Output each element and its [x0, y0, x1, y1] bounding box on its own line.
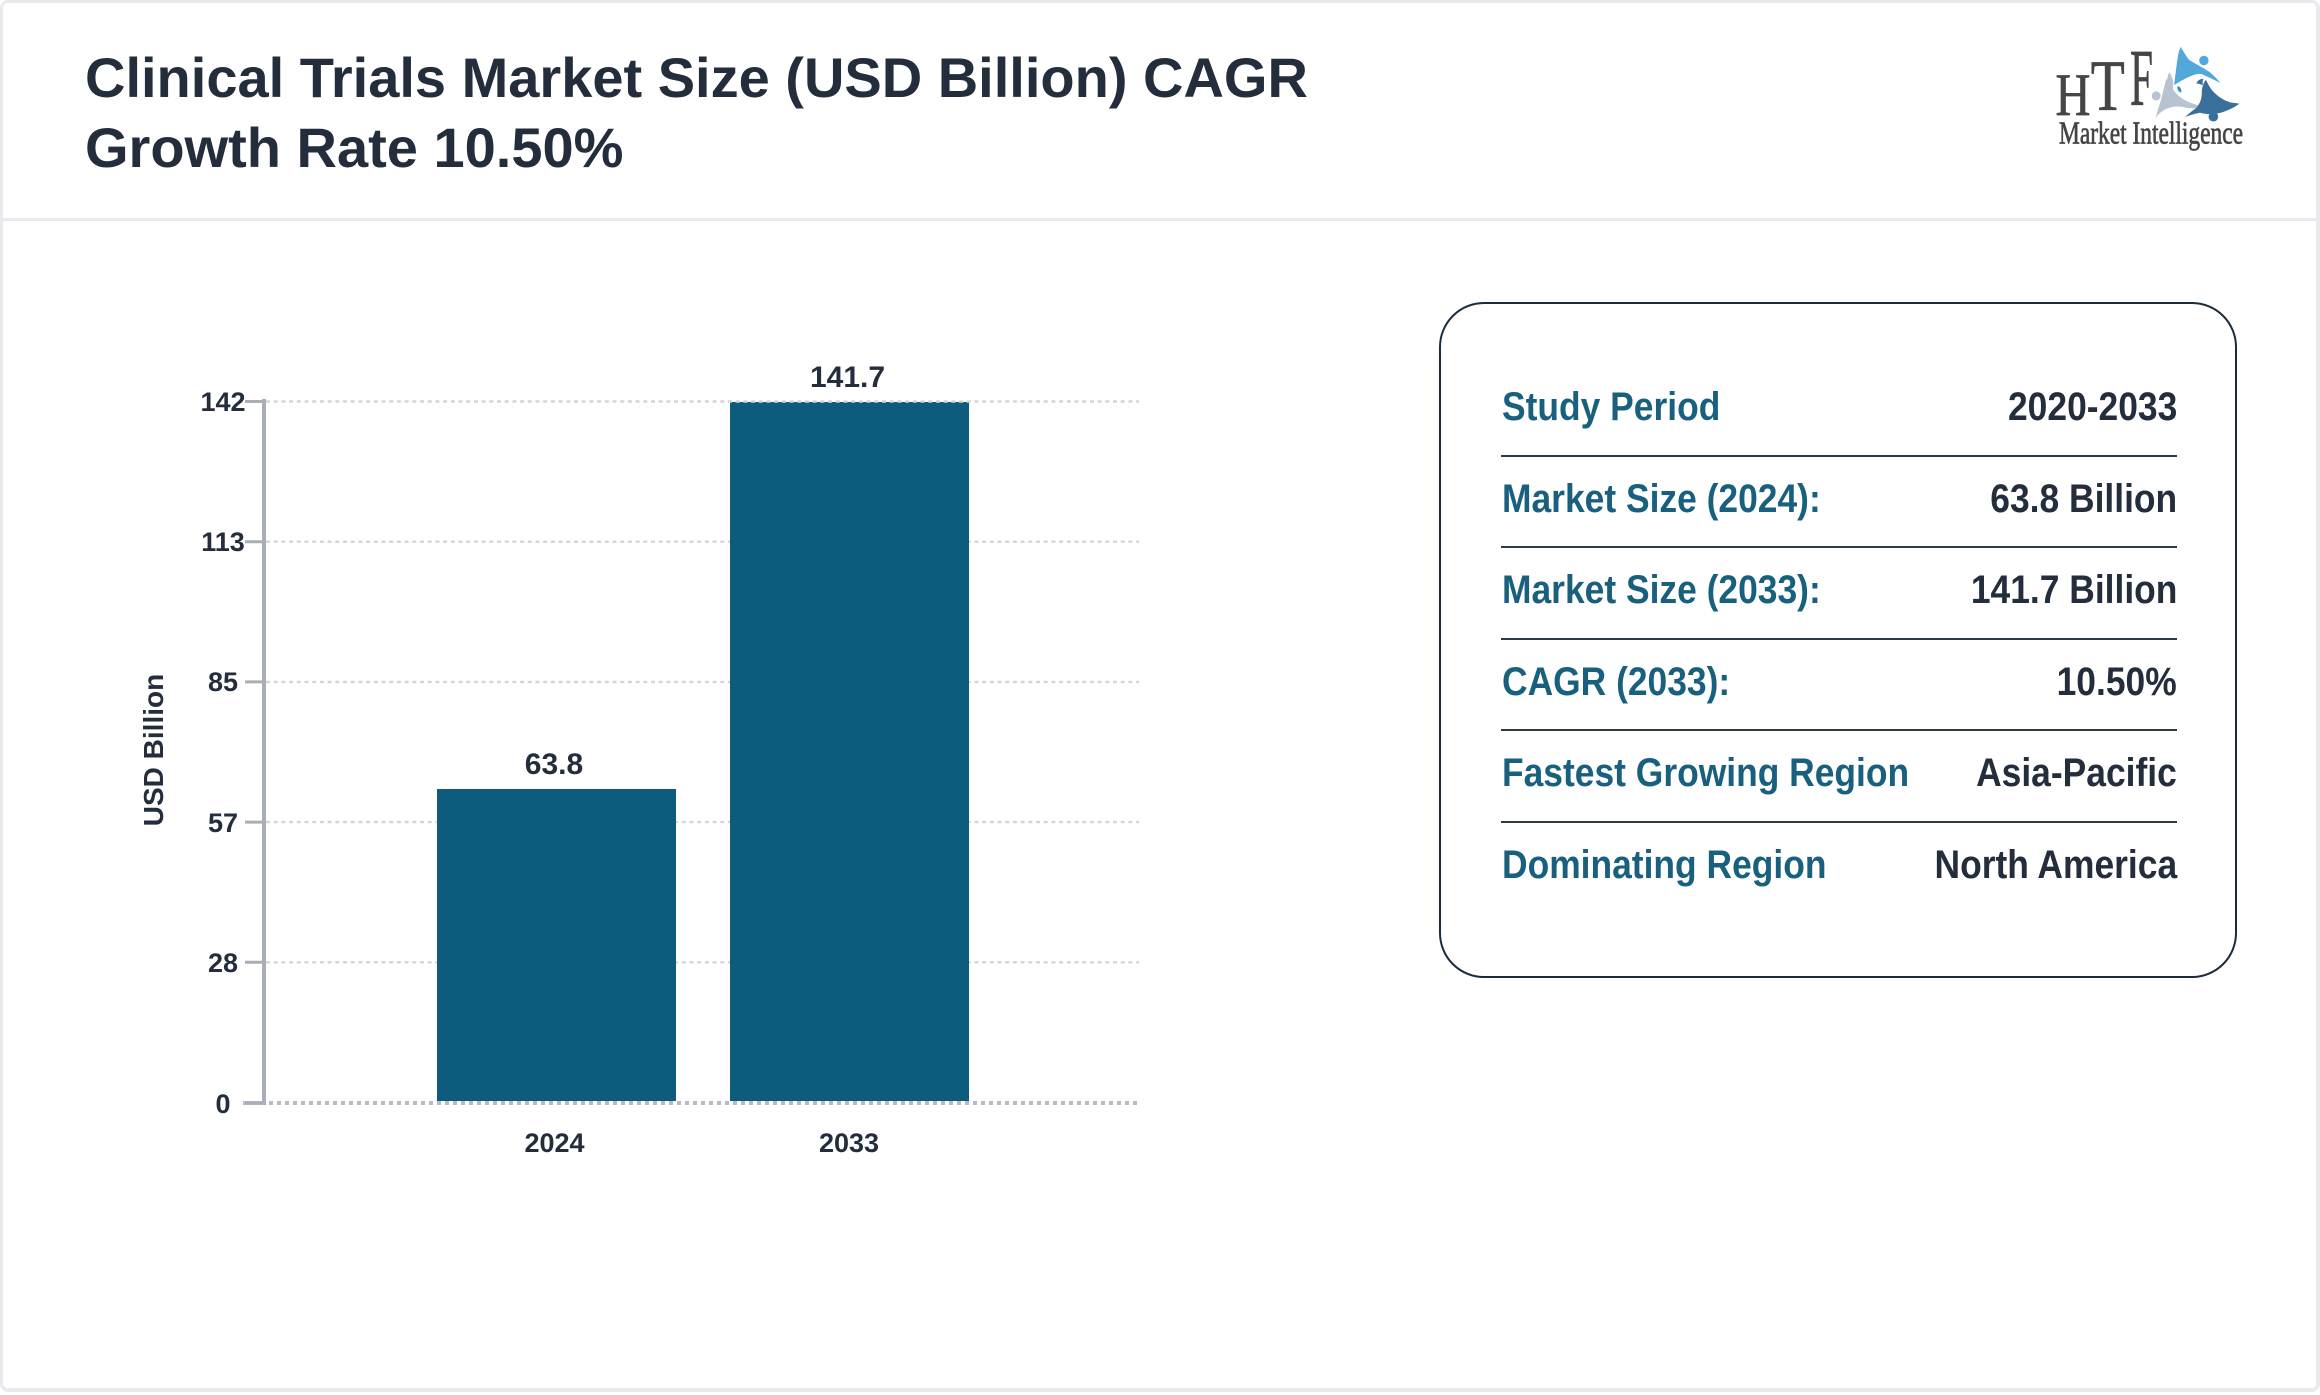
svg-text:113: 113: [201, 527, 245, 557]
svg-text:141.7: 141.7: [810, 361, 885, 394]
svg-text:T: T: [2091, 46, 2125, 126]
svg-text:0: 0: [215, 1089, 230, 1119]
svg-text:2033: 2033: [819, 1128, 879, 1158]
svg-text:142: 142: [200, 387, 245, 417]
svg-text:28: 28: [208, 948, 238, 978]
svg-text:85: 85: [208, 667, 238, 697]
svg-text:USD Billion: USD Billion: [138, 674, 169, 826]
svg-text:F: F: [2130, 38, 2153, 123]
svg-text:63.8: 63.8: [525, 748, 583, 781]
svg-text:2024: 2024: [524, 1128, 584, 1158]
svg-text:H: H: [2056, 62, 2091, 128]
svg-text:57: 57: [208, 808, 238, 838]
